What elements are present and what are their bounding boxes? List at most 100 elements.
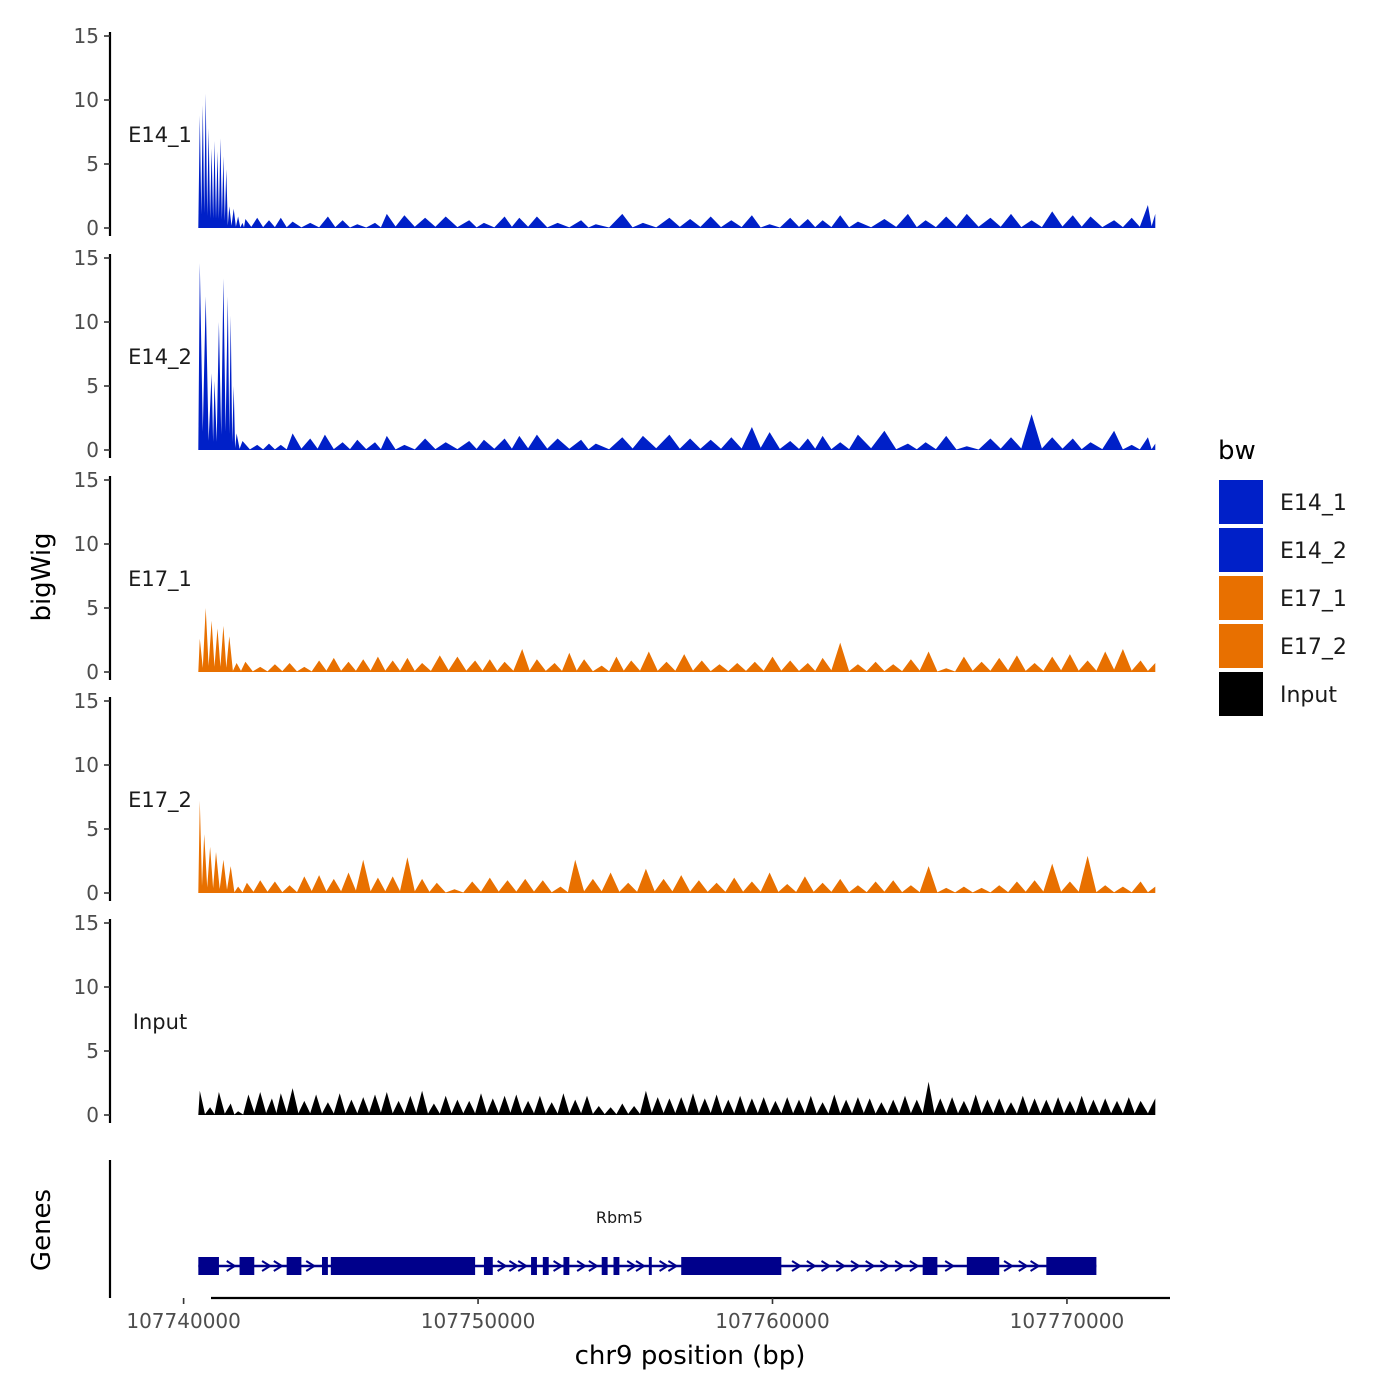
- y-tick-label: 10: [74, 975, 99, 999]
- legend-label: E17_2: [1280, 635, 1347, 660]
- gene-exon: [239, 1257, 255, 1275]
- legend-swatch: [1219, 624, 1263, 668]
- legend-title: bw: [1218, 436, 1256, 466]
- track-input: 0 5 10 15 Input: [74, 911, 1156, 1127]
- track-panels: 0 5 10 15 E14_1 0 5 10 15 E14_2 0 5 10 15 E17_1 0 5 10 15 E…: [74, 24, 1156, 1127]
- strand-arrow: [820, 1260, 832, 1272]
- gene-exon: [563, 1257, 570, 1275]
- y-tick-label: 10: [74, 753, 99, 777]
- track-label: E17_2: [128, 788, 192, 813]
- strand-arrow: [635, 1260, 646, 1272]
- gene-rbm5: Rbm5: [198, 1208, 1097, 1275]
- strand-arrow: [1018, 1260, 1029, 1272]
- strand-arrow: [909, 1260, 920, 1272]
- track-e14-1: 0 5 10 15 E14_1: [74, 24, 1156, 240]
- strand-arrow: [1003, 1260, 1014, 1272]
- strand-arrow: [806, 1260, 817, 1272]
- gene-exon: [330, 1257, 476, 1275]
- y-tick-label: 5: [86, 374, 99, 398]
- strand-arrow: [497, 1260, 508, 1272]
- gene-exon: [648, 1257, 652, 1275]
- y-tick-label: 0: [86, 216, 99, 240]
- track-label: E17_1: [128, 567, 192, 592]
- strand-arrow: [226, 1260, 237, 1272]
- legend-label: Input: [1280, 683, 1337, 708]
- strand-arrow: [659, 1260, 670, 1272]
- y-tick-label: 0: [86, 1103, 99, 1127]
- x-tick-label: 107750000: [421, 1309, 536, 1333]
- y-tick-label: 0: [86, 881, 99, 905]
- strand-arrow: [850, 1260, 861, 1272]
- strand-arrow: [576, 1260, 587, 1272]
- gene-exon: [1046, 1257, 1097, 1275]
- strand-arrow: [791, 1260, 802, 1272]
- y-tick-label: 15: [74, 468, 99, 492]
- x-tick-label: 107770000: [1010, 1309, 1125, 1333]
- y-tick-label: 0: [86, 438, 99, 462]
- strand-arrow: [944, 1260, 956, 1272]
- strand-arrow: [508, 1260, 520, 1272]
- gene-exon: [542, 1257, 549, 1275]
- gene-exon: [601, 1257, 608, 1275]
- y-tick-label: 5: [86, 817, 99, 841]
- track-e17-2: 0 5 10 15 E17_2: [74, 689, 1156, 905]
- y-tick-label: 5: [86, 596, 99, 620]
- y-tick-label: 10: [74, 88, 99, 112]
- legend-label: E17_1: [1280, 587, 1347, 612]
- legend-label: E14_2: [1280, 539, 1347, 564]
- gene-exon: [198, 1257, 219, 1275]
- strand-arrow: [879, 1260, 891, 1272]
- strand-arrow: [273, 1260, 284, 1272]
- strand-arrow: [553, 1260, 564, 1272]
- y-tick-label: 0: [86, 660, 99, 684]
- strand-arrow: [894, 1260, 905, 1272]
- gene-name-label: Rbm5: [596, 1208, 643, 1227]
- legend-swatch: [1219, 576, 1263, 620]
- legend-swatch: [1219, 672, 1263, 716]
- strand-arrow: [517, 1260, 529, 1272]
- y-tick-label: 10: [74, 310, 99, 334]
- y-tick-label: 15: [74, 689, 99, 713]
- strand-arrow: [588, 1260, 599, 1272]
- legend-swatch: [1219, 480, 1263, 524]
- y-tick-label: 5: [86, 1039, 99, 1063]
- strand-arrow: [305, 1260, 317, 1272]
- track-e17-1: 0 5 10 15 E17_1: [74, 468, 1156, 684]
- genes-axis-title: Genes: [27, 1189, 57, 1271]
- gene-exon: [286, 1257, 302, 1275]
- track-label: Input: [133, 1010, 187, 1034]
- strand-arrow: [1030, 1260, 1041, 1272]
- gene-exon: [483, 1257, 493, 1275]
- y-tick-label: 15: [74, 246, 99, 270]
- x-tick-label: 107740000: [126, 1309, 241, 1333]
- genes-panel: Rbm5: [108, 1160, 1097, 1298]
- legend: bw E14_1 E14_2 E17_1 E17_2 Input: [1218, 436, 1347, 716]
- strand-arrow: [865, 1260, 876, 1272]
- track-e14-2: 0 5 10 15 E14_2: [74, 246, 1156, 462]
- legend-label: E14_1: [1280, 491, 1347, 516]
- y-tick-label: 15: [74, 911, 99, 935]
- gene-exon: [322, 1257, 328, 1275]
- strand-arrow: [626, 1260, 638, 1272]
- track-label: E14_2: [128, 345, 192, 370]
- y-tick-label: 5: [86, 152, 99, 176]
- track-label: E14_1: [128, 123, 192, 148]
- legend-swatch: [1219, 528, 1263, 572]
- gene-exon: [922, 1257, 938, 1275]
- gene-exon: [531, 1257, 537, 1275]
- x-tick-label: 107760000: [715, 1309, 830, 1333]
- gene-exon: [966, 1257, 1000, 1275]
- y-axis-title: bigWig: [27, 532, 57, 621]
- area-input: [198, 1081, 1156, 1115]
- x-axis: 107740000 107750000 107760000 107770000: [126, 1296, 1170, 1333]
- gene-exon: [613, 1257, 620, 1275]
- strand-arrow: [835, 1260, 847, 1272]
- y-tick-label: 15: [74, 24, 99, 48]
- strand-arrow: [261, 1260, 272, 1272]
- y-tick-label: 10: [74, 532, 99, 556]
- x-axis-title: chr9 position (bp): [575, 1341, 806, 1371]
- strand-arrow: [667, 1260, 679, 1272]
- gene-exon: [681, 1257, 782, 1275]
